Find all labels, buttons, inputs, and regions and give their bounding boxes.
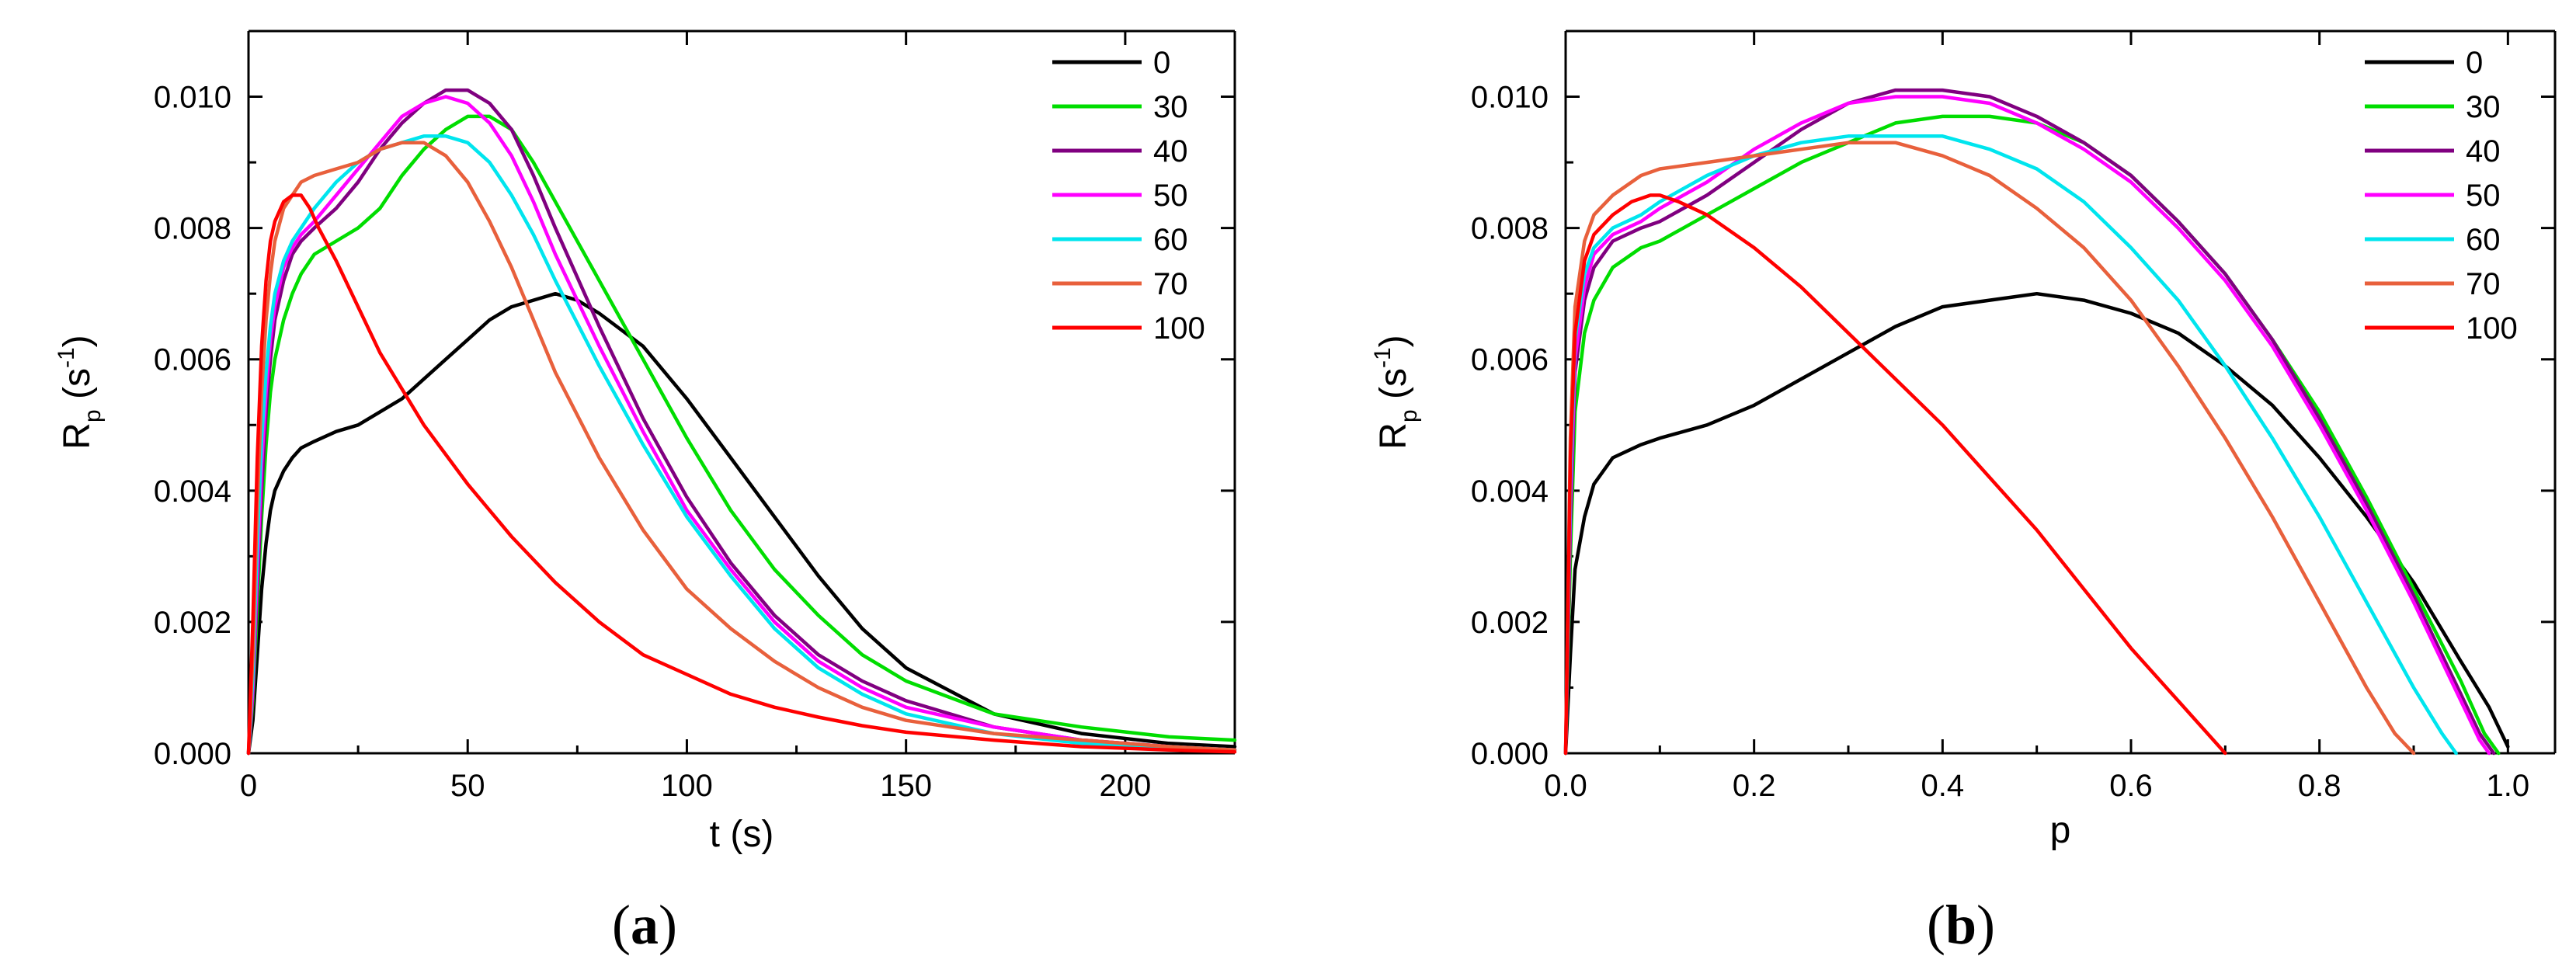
series-line-100: [246, 193, 1237, 756]
x-tick-label: 0.8: [2298, 769, 2341, 803]
x-axis-title: p: [2050, 810, 2071, 851]
series-line-60: [1563, 134, 2458, 756]
x-tick-label: 1.0: [2487, 769, 2530, 803]
x-tick-label: 150: [880, 769, 932, 803]
x-tick-label: 0: [240, 769, 257, 803]
series-line-0: [1563, 291, 2510, 756]
legend-label: 50: [1153, 179, 1188, 213]
panel-label-a: (a): [612, 894, 677, 956]
y-axis-title: Rp (s-1): [54, 335, 106, 449]
series-line-30: [1563, 114, 2501, 756]
series-line-60: [246, 134, 1237, 756]
legend-label: 40: [2466, 134, 2501, 169]
x-tick-label: 0.0: [1544, 769, 1587, 803]
y-tick-label: 0.000: [1471, 737, 1549, 771]
y-tick-label: 0.010: [1471, 81, 1549, 115]
y-tick-label: 0.006: [1471, 343, 1549, 377]
y-tick-label: 0.004: [154, 474, 231, 509]
y-tick-label: 0.002: [1471, 606, 1549, 640]
series-line-0: [246, 291, 1237, 756]
series-line-70: [246, 141, 1237, 756]
x-tick-label: 0.2: [1733, 769, 1776, 803]
legend-label: 60: [2466, 223, 2501, 257]
series-line-100: [1563, 193, 2227, 756]
legend-label: 30: [1153, 90, 1188, 124]
legend-label: 0: [2466, 46, 2483, 80]
legend-label: 0: [1153, 46, 1170, 80]
y-axis-title: Rp (s-1): [1370, 335, 1422, 449]
x-tick-label: 200: [1100, 769, 1152, 803]
legend-label: 70: [2466, 267, 2501, 301]
legend-label: 40: [1153, 134, 1188, 169]
legend: 0 30 40 50 60 70 100: [1052, 46, 1205, 346]
panel-label-b: (b): [1927, 894, 1995, 956]
series-line-70: [1563, 141, 2416, 756]
y-tick-label: 0.002: [154, 606, 231, 640]
legend-label: 30: [2466, 90, 2501, 124]
series-line-50: [1563, 95, 2491, 756]
x-tick-label: 100: [661, 769, 713, 803]
legend-label: 100: [2466, 311, 2518, 346]
y-tick-label: 0.006: [154, 343, 231, 377]
series-line-40: [1563, 88, 2496, 756]
series-line-30: [246, 114, 1237, 756]
x-axis-title: t (s): [710, 814, 774, 855]
series-line-50: [246, 95, 1237, 756]
y-tick-label: 0.010: [154, 81, 231, 115]
x-tick-label: 0.4: [1921, 769, 1965, 803]
y-tick-label: 0.000: [154, 737, 231, 771]
x-tick-label: 0.6: [2109, 769, 2153, 803]
legend: 0 30 40 50 60 70 100: [2365, 46, 2518, 346]
legend-label: 60: [1153, 223, 1188, 257]
series-line-40: [246, 88, 1237, 756]
legend-label: 70: [1153, 267, 1188, 301]
x-tick-label: 50: [450, 769, 485, 803]
y-tick-label: 0.008: [1471, 212, 1549, 246]
chart-panel-b: 0.0 0.2 0.4 0.6 0.8 1.0 0.000 0.002 0.004 0.006 0.…: [1370, 30, 2557, 956]
legend-label: 100: [1153, 311, 1205, 346]
y-tick-label: 0.008: [154, 212, 231, 246]
chart-panel-a: 0 50 100 150 200 0.000 0.002 0.004 0.006 0.008 0.0…: [54, 30, 1237, 956]
legend-label: 50: [2466, 179, 2501, 213]
y-tick-label: 0.004: [1471, 474, 1549, 509]
